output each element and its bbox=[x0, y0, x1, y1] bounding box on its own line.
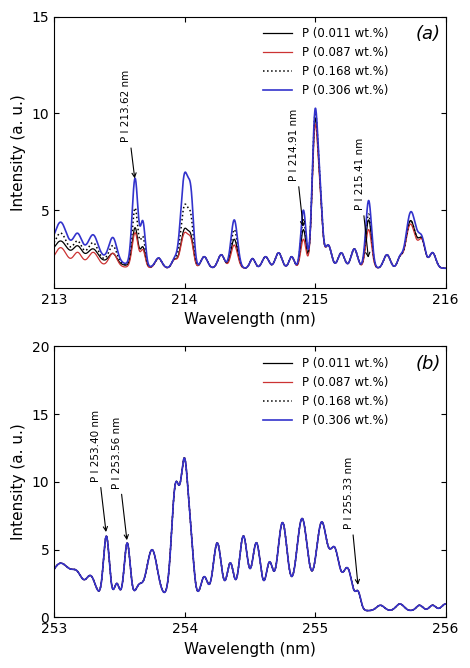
P (0.168 wt.%) bbox=[443, 265, 448, 273]
Text: (a): (a) bbox=[415, 25, 440, 43]
P (0.011 wt.%) bbox=[336, 253, 342, 261]
Y-axis label: Intensity (a. u.): Intensity (a. u.) bbox=[11, 94, 26, 210]
P (0.306 wt.%) bbox=[51, 565, 57, 573]
P (0.306 wt.%) bbox=[365, 607, 371, 615]
P (0.011 wt.%) bbox=[336, 558, 342, 566]
P (0.087 wt.%) bbox=[412, 605, 417, 613]
P (0.087 wt.%) bbox=[431, 250, 437, 258]
P (0.087 wt.%) bbox=[237, 548, 243, 556]
P (0.168 wt.%) bbox=[219, 251, 225, 259]
Legend: P (0.011 wt.%), P (0.087 wt.%), P (0.168 wt.%), P (0.306 wt.%): P (0.011 wt.%), P (0.087 wt.%), P (0.168… bbox=[258, 23, 393, 102]
Line: P (0.306 wt.%): P (0.306 wt.%) bbox=[54, 108, 446, 269]
P (0.011 wt.%) bbox=[237, 259, 243, 267]
X-axis label: Wavelength (nm): Wavelength (nm) bbox=[184, 312, 316, 327]
P (0.087 wt.%) bbox=[219, 564, 225, 572]
P (0.011 wt.%) bbox=[219, 564, 225, 572]
P (0.168 wt.%) bbox=[181, 454, 187, 462]
P (0.168 wt.%) bbox=[336, 558, 342, 566]
P (0.087 wt.%) bbox=[336, 253, 342, 261]
P (0.306 wt.%) bbox=[216, 255, 221, 263]
Line: P (0.011 wt.%): P (0.011 wt.%) bbox=[54, 458, 446, 611]
P (0.168 wt.%) bbox=[216, 542, 221, 550]
P (0.087 wt.%) bbox=[336, 558, 342, 566]
P (0.168 wt.%) bbox=[411, 225, 417, 233]
P (0.168 wt.%) bbox=[365, 607, 371, 615]
P (0.087 wt.%) bbox=[51, 252, 57, 260]
Line: P (0.168 wt.%): P (0.168 wt.%) bbox=[54, 458, 446, 611]
P (0.087 wt.%) bbox=[219, 251, 225, 259]
P (0.087 wt.%) bbox=[237, 260, 243, 268]
P (0.011 wt.%) bbox=[411, 225, 417, 233]
P (0.087 wt.%) bbox=[216, 542, 221, 550]
P (0.306 wt.%) bbox=[237, 548, 243, 556]
P (0.087 wt.%) bbox=[51, 565, 57, 573]
P (0.087 wt.%) bbox=[181, 454, 187, 462]
Text: P I 213.62 nm: P I 213.62 nm bbox=[121, 70, 136, 177]
P (0.168 wt.%) bbox=[431, 250, 437, 258]
P (0.168 wt.%) bbox=[237, 257, 243, 265]
P (0.306 wt.%) bbox=[412, 605, 417, 613]
Line: P (0.011 wt.%): P (0.011 wt.%) bbox=[54, 118, 446, 269]
P (0.306 wt.%) bbox=[51, 230, 57, 238]
P (0.087 wt.%) bbox=[313, 120, 318, 128]
P (0.168 wt.%) bbox=[51, 565, 57, 573]
P (0.087 wt.%) bbox=[411, 228, 417, 236]
P (0.087 wt.%) bbox=[365, 607, 371, 615]
Text: P I 253.40 nm: P I 253.40 nm bbox=[91, 410, 108, 531]
P (0.306 wt.%) bbox=[181, 454, 187, 462]
P (0.011 wt.%) bbox=[181, 454, 187, 462]
P (0.306 wt.%) bbox=[219, 251, 225, 259]
P (0.011 wt.%) bbox=[431, 250, 437, 258]
P (0.011 wt.%) bbox=[216, 542, 221, 550]
P (0.011 wt.%) bbox=[51, 565, 57, 573]
P (0.087 wt.%) bbox=[216, 255, 221, 263]
P (0.168 wt.%) bbox=[443, 600, 448, 608]
P (0.306 wt.%) bbox=[443, 600, 448, 608]
Text: (b): (b) bbox=[415, 355, 441, 373]
P (0.306 wt.%) bbox=[336, 558, 342, 566]
P (0.168 wt.%) bbox=[51, 238, 57, 246]
P (0.168 wt.%) bbox=[216, 255, 221, 263]
P (0.306 wt.%) bbox=[219, 564, 225, 572]
P (0.087 wt.%) bbox=[431, 602, 437, 610]
Line: P (0.168 wt.%): P (0.168 wt.%) bbox=[54, 112, 446, 269]
P (0.011 wt.%) bbox=[51, 243, 57, 251]
P (0.011 wt.%) bbox=[443, 600, 448, 608]
P (0.168 wt.%) bbox=[237, 548, 243, 556]
P (0.168 wt.%) bbox=[412, 605, 417, 613]
P (0.011 wt.%) bbox=[219, 251, 225, 259]
P (0.168 wt.%) bbox=[336, 253, 342, 261]
Legend: P (0.011 wt.%), P (0.087 wt.%), P (0.168 wt.%), P (0.306 wt.%): P (0.011 wt.%), P (0.087 wt.%), P (0.168… bbox=[258, 352, 393, 432]
P (0.011 wt.%) bbox=[237, 548, 243, 556]
P (0.306 wt.%) bbox=[431, 250, 437, 258]
P (0.306 wt.%) bbox=[313, 104, 318, 112]
Text: P I 255.33 nm: P I 255.33 nm bbox=[344, 457, 360, 584]
Text: P I 214.91 nm: P I 214.91 nm bbox=[289, 109, 305, 226]
P (0.011 wt.%) bbox=[365, 607, 371, 615]
P (0.087 wt.%) bbox=[443, 600, 448, 608]
P (0.306 wt.%) bbox=[336, 253, 342, 261]
P (0.011 wt.%) bbox=[431, 602, 437, 610]
P (0.011 wt.%) bbox=[443, 265, 448, 273]
P (0.168 wt.%) bbox=[219, 564, 225, 572]
P (0.306 wt.%) bbox=[216, 542, 221, 550]
Text: P I 253.56 nm: P I 253.56 nm bbox=[112, 416, 128, 539]
P (0.306 wt.%) bbox=[431, 602, 437, 610]
P (0.011 wt.%) bbox=[313, 114, 318, 122]
Line: P (0.306 wt.%): P (0.306 wt.%) bbox=[54, 458, 446, 611]
P (0.011 wt.%) bbox=[216, 255, 221, 263]
X-axis label: Wavelength (nm): Wavelength (nm) bbox=[184, 642, 316, 657]
P (0.306 wt.%) bbox=[443, 265, 448, 273]
P (0.306 wt.%) bbox=[237, 255, 243, 263]
P (0.087 wt.%) bbox=[443, 265, 448, 273]
P (0.011 wt.%) bbox=[412, 605, 417, 613]
Line: P (0.087 wt.%): P (0.087 wt.%) bbox=[54, 458, 446, 611]
Y-axis label: Intensity (a. u.): Intensity (a. u.) bbox=[11, 424, 26, 540]
P (0.306 wt.%) bbox=[411, 216, 417, 224]
Text: P I 215.41 nm: P I 215.41 nm bbox=[354, 138, 370, 257]
Line: P (0.087 wt.%): P (0.087 wt.%) bbox=[54, 124, 446, 269]
P (0.168 wt.%) bbox=[431, 602, 437, 610]
P (0.168 wt.%) bbox=[313, 108, 318, 116]
